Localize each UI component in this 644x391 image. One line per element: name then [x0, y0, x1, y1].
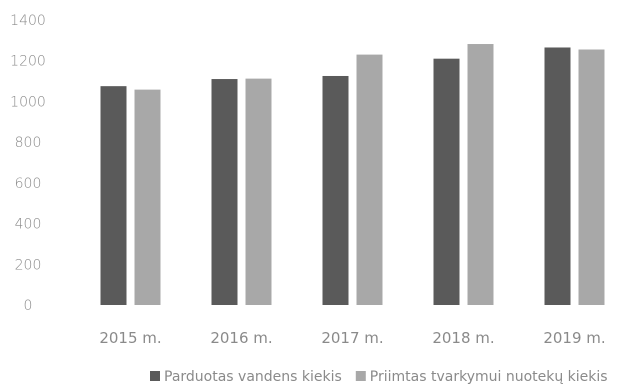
bar-wastewater-2016m — [245, 78, 272, 305]
x-category-label: 2015 m. — [99, 329, 161, 347]
y-tick-label: 600 — [15, 176, 42, 192]
x-category-label: 2017 m. — [321, 329, 383, 347]
legend-swatch — [355, 371, 366, 381]
bar-wastewater-2017m — [356, 54, 383, 305]
bar-sold-water-2019m — [544, 47, 571, 305]
bar-wastewater-2018m — [467, 44, 494, 306]
legend-entry: Parduotas vandens kiekis — [164, 369, 342, 385]
bar-wastewater-2019m — [578, 49, 605, 306]
legend-swatch — [150, 371, 160, 381]
y-tick-label: 400 — [15, 217, 42, 233]
bar-wastewater-2015m — [134, 89, 161, 305]
y-axis: 0 200 400 600 800 1000 1200 1400 — [10, 13, 46, 314]
y-tick-label: 0 — [24, 298, 33, 314]
y-tick-label: 1400 — [10, 13, 46, 29]
y-tick-label: 1200 — [10, 54, 46, 70]
bar-sold-water-2018m — [433, 58, 460, 305]
y-tick-label: 200 — [15, 257, 42, 273]
bars — [100, 44, 605, 306]
y-tick-label: 800 — [15, 135, 42, 151]
x-category-label: 2019 m. — [543, 329, 605, 347]
bar-sold-water-2017m — [322, 75, 349, 305]
x-category-label: 2016 m. — [210, 329, 272, 347]
legend-entry: Priimtas tvarkymui nuotekų kiekis — [370, 369, 608, 385]
bar-sold-water-2016m — [211, 79, 238, 306]
legend: Parduotas vandens kiekis Priimtas tvarkym… — [150, 369, 608, 385]
x-category-label: 2018 m. — [432, 329, 494, 347]
x-axis: 2015 m. 2016 m. 2017 m. 2018 m. 2019 m. — [99, 329, 605, 347]
bar-sold-water-2015m — [100, 86, 127, 306]
y-tick-label: 1000 — [10, 94, 46, 110]
